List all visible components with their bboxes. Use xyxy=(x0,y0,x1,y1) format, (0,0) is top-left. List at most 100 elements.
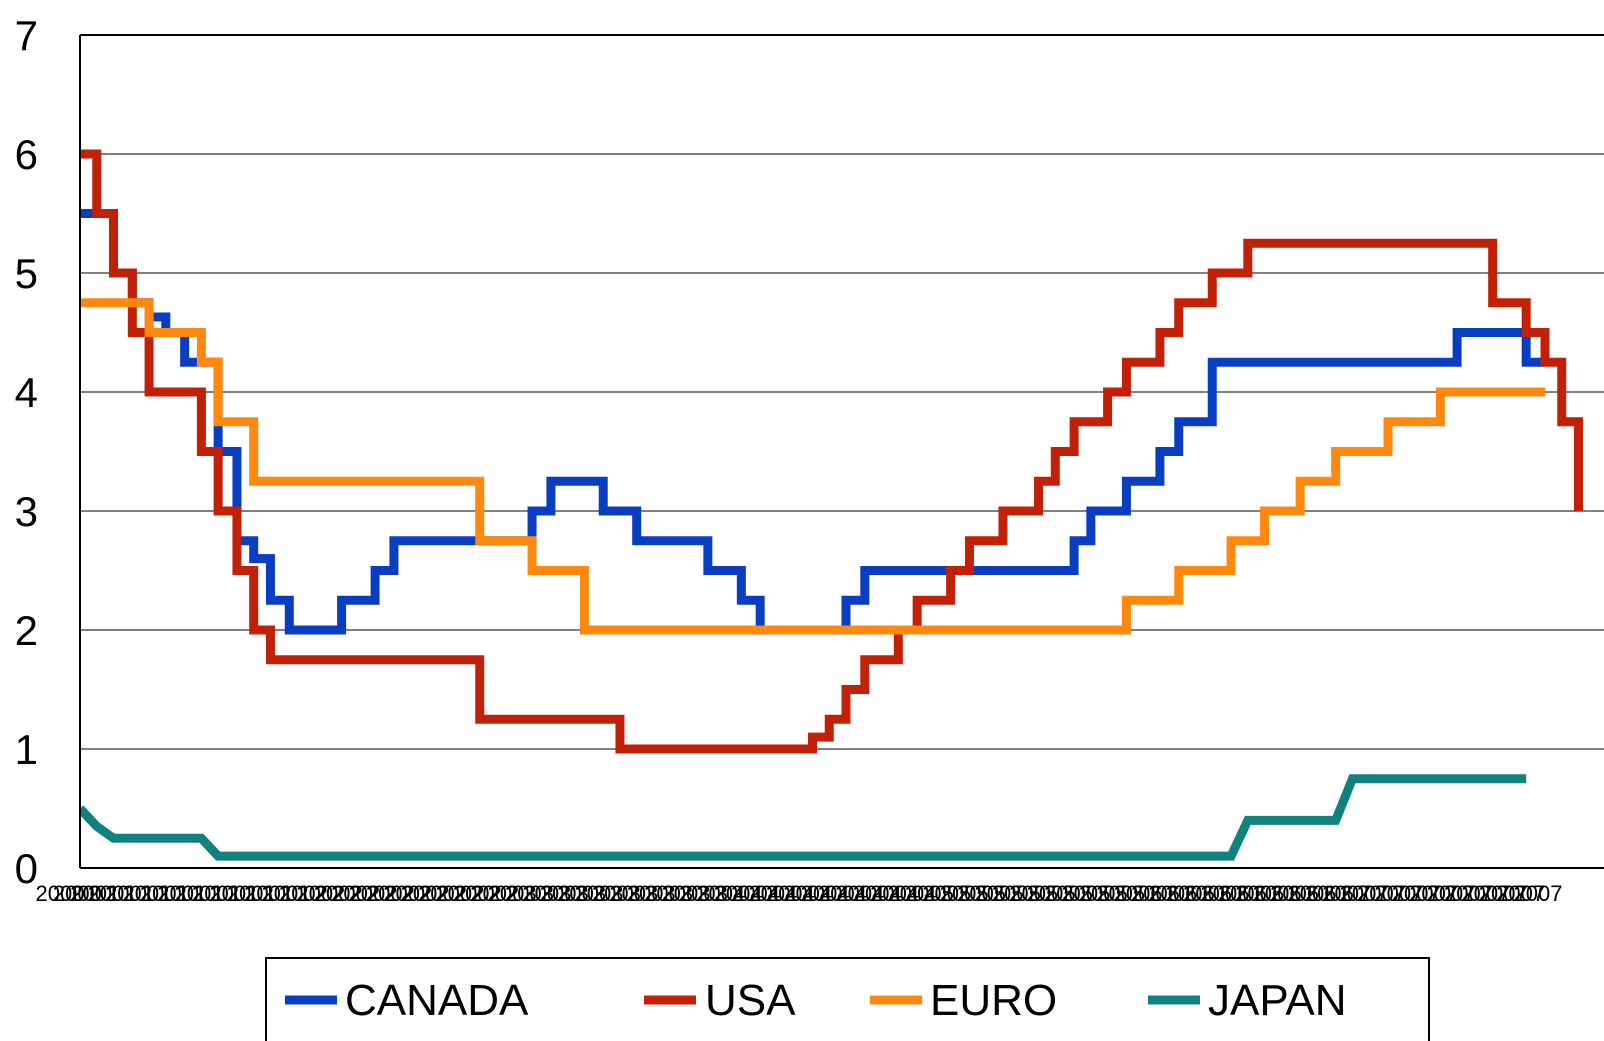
x-tick-label: 2004 xyxy=(853,881,902,906)
y-tick-label-1: 1 xyxy=(15,726,38,773)
x-tick-label: 2004 xyxy=(783,881,832,906)
x-tick-label: 2003 xyxy=(540,881,589,906)
series-layer xyxy=(80,149,1583,861)
x-tick-label: 2006 xyxy=(1287,881,1336,906)
x-tick-label: 2002 xyxy=(314,881,363,906)
x-tick-label: 2007 xyxy=(1427,881,1476,906)
x-tick-label: 2007 xyxy=(1496,881,1545,906)
x-tick-label: 2006 xyxy=(1201,881,1250,906)
x-tick-label: 2006 xyxy=(1235,881,1284,906)
y-tick-label-2: 2 xyxy=(15,607,38,654)
x-tick-label: 2000 xyxy=(53,881,102,906)
x-tick-label: 2002 xyxy=(296,881,345,906)
x-tick-label: 2005 xyxy=(1009,881,1058,906)
x-tick-label: 2001 xyxy=(244,881,293,906)
y-tick-label-6: 6 xyxy=(15,131,38,178)
legend-label-euro: EURO xyxy=(930,976,1057,1025)
x-tick-label: 2001 xyxy=(262,881,311,906)
series-line-canada xyxy=(80,209,1545,635)
legend: CANADA USA EURO JAPAN xyxy=(265,957,1430,1041)
x-tick-label: 2007 xyxy=(1409,881,1458,906)
y-tick-label-0: 0 xyxy=(15,845,38,892)
x-tick-label: 2002 xyxy=(470,881,519,906)
x-tick-label: 2002 xyxy=(366,881,415,906)
x-tick-label: 2001 xyxy=(122,881,171,906)
x-tick-label: 2002 xyxy=(418,881,467,906)
x-tick-label: 2003 xyxy=(661,881,710,906)
x-tick-label: 2003 xyxy=(505,881,554,906)
legend-label-usa: USA xyxy=(705,976,796,1025)
x-tick-label: 2005 xyxy=(1079,881,1128,906)
y-tick-label-7: 7 xyxy=(15,12,38,59)
x-tick-label: 2002 xyxy=(383,881,432,906)
x-tick-label: 2003 xyxy=(592,881,641,906)
x-tick-label: 2005 xyxy=(1061,881,1110,906)
x-tick-label: 2005 xyxy=(1027,881,1076,906)
x-tick-label: 2007 xyxy=(1392,881,1441,906)
x-tick-label: 2007 xyxy=(1357,881,1406,906)
x-tick-label: 2003 xyxy=(575,881,624,906)
x-tick-label: 2006 xyxy=(1148,881,1197,906)
y-tick-label-4: 4 xyxy=(15,369,38,416)
x-tick-label: 2002 xyxy=(453,881,502,906)
x-tick-label: 2005 xyxy=(922,881,971,906)
x-tick-label: 2003 xyxy=(609,881,658,906)
x-tick-label: 2006 xyxy=(1305,881,1354,906)
x-tick-label: 2004 xyxy=(870,881,919,906)
x-tick-label: 2005 xyxy=(1096,881,1145,906)
x-tick-label: 2006 xyxy=(1114,881,1163,906)
x-tick-label: 2003 xyxy=(679,881,728,906)
x-tick-label: 2002 xyxy=(349,881,398,906)
x-tick-label: 2006 xyxy=(1166,881,1215,906)
x-tick-label: 2003 xyxy=(644,881,693,906)
x-tick-label: 2002 xyxy=(401,881,450,906)
y-tick-label-5: 5 xyxy=(15,250,38,297)
x-tick-label: 2007 xyxy=(1374,881,1423,906)
x-tick-label: 2001 xyxy=(88,881,137,906)
series-line-japan xyxy=(80,774,1527,861)
x-tick-label: 2001 xyxy=(105,881,154,906)
x-tick-label: 2007 xyxy=(1322,881,1371,906)
x-tick-label: 2004 xyxy=(888,881,937,906)
x-tick-label: 2004 xyxy=(766,881,815,906)
x-tick-label: 2003 xyxy=(522,881,571,906)
x-tick-label: 2001 xyxy=(70,881,119,906)
x-axis-ticks: 2000200020012001200120012001200120012001… xyxy=(36,881,1563,906)
x-tick-label: 2007 xyxy=(1340,881,1389,906)
x-tick-label: 2007 xyxy=(1479,881,1528,906)
series-line-usa xyxy=(80,149,1583,754)
x-tick-label: 2001 xyxy=(175,881,224,906)
x-tick-label: 2005 xyxy=(905,881,954,906)
x-tick-label: 2006 xyxy=(1253,881,1302,906)
x-tick-label: 2001 xyxy=(192,881,241,906)
x-tick-label: 2006 xyxy=(1218,881,1267,906)
x-tick-label: 2005 xyxy=(957,881,1006,906)
x-tick-label: 2006 xyxy=(1183,881,1232,906)
x-tick-label: 2006 xyxy=(1131,881,1180,906)
legend-box xyxy=(265,957,1430,1041)
x-tick-label: 2006 xyxy=(1270,881,1319,906)
x-tick-label: 2007 xyxy=(1444,881,1493,906)
x-tick-label: 2001 xyxy=(157,881,206,906)
x-tick-label: 2005 xyxy=(940,881,989,906)
x-tick-label: 2005 xyxy=(974,881,1023,906)
legend-label-japan: JAPAN xyxy=(1208,976,1347,1025)
x-tick-label: 2005 xyxy=(1044,881,1093,906)
x-tick-label: 2004 xyxy=(835,881,884,906)
x-tick-label: 2004 xyxy=(748,881,797,906)
legend-label-canada: CANADA xyxy=(345,976,529,1025)
x-tick-label: 2007 xyxy=(1514,881,1563,906)
x-tick-label: 2002 xyxy=(331,881,380,906)
x-tick-label: 2004 xyxy=(696,881,745,906)
axes xyxy=(79,34,1604,869)
x-tick-label: 2003 xyxy=(557,881,606,906)
x-tick-label: 2004 xyxy=(801,881,850,906)
x-tick-label: 2002 xyxy=(435,881,484,906)
x-tick-label: 2004 xyxy=(731,881,780,906)
x-tick-label: 2004 xyxy=(714,881,763,906)
x-tick-label: 2002 xyxy=(279,881,328,906)
x-tick-label: 2007 xyxy=(1461,881,1510,906)
y-axis-ticks: 0 1 2 3 4 5 6 7 xyxy=(15,12,38,892)
series-line-euro xyxy=(80,298,1545,635)
